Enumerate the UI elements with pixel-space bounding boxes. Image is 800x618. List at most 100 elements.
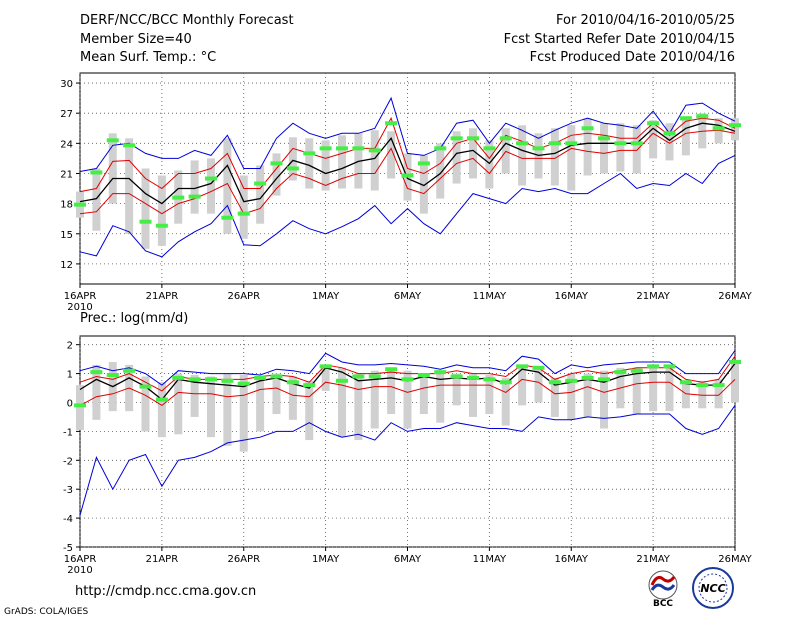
temp-observation-mark [598,136,610,141]
temp-observation-mark [450,136,463,141]
temp-observation-mark [565,141,578,146]
produced-date: Fcst Produced Date 2010/04/16 [530,50,735,65]
prec-spread-bar [288,376,297,420]
grads-credit: GrADS: COLA/IGES [4,607,88,617]
prec-observation-mark [532,365,545,370]
prec-y-tick-label: 2 [67,341,73,352]
temp-observation-mark [319,146,332,151]
prec-observation-mark [483,377,496,382]
prec-spread-bar [600,370,608,429]
prec-spread-bar [387,369,396,415]
prec-x-tick-label: 26APR [227,554,260,565]
temperature-panel-title: Mean Surf. Temp.: °C [80,50,216,65]
prec-spread-bar [239,375,248,452]
prec-observation-mark [565,378,578,383]
prec-spread-bar [632,367,641,415]
temp-observation-mark [712,126,725,131]
prec-observation-mark [548,380,561,385]
prec-spread-bar [731,362,739,403]
prec-observation-mark [630,368,643,373]
temp-observation-mark [499,136,512,141]
prec-y-tick-label: 1 [67,370,73,381]
temp-observation-mark [385,121,398,126]
temp-y-tick-label: 30 [60,79,73,90]
prec-envelope-max-line [79,350,736,386]
temp-y-tick-label: 18 [60,200,73,211]
temp-spread-bar [387,131,396,179]
temp-observation-mark [679,116,692,121]
temp-observation-mark [139,219,152,224]
temp-spread-bar [207,158,215,214]
prec-observation-mark [106,373,119,378]
prec-y-tick-label: 0 [67,398,73,409]
website-url[interactable]: http://cmdp.ncc.cma.gov.cn [75,584,256,599]
temp-spread-bar [681,118,690,156]
prec-spread-bar [207,376,215,438]
temp-x-tick-label: 1MAY [312,291,340,302]
prec-observation-mark [679,380,692,385]
precipitation-panel-title: Prec.: log(mm/d) [80,311,188,326]
prec-observation-mark [368,374,381,379]
prec-spread-bar [649,367,658,412]
prec-observation-mark [303,383,316,388]
prec-x-tick-label: 26MAY [718,554,752,565]
temp-spread-bar [419,155,428,214]
temp-observation-mark [74,202,86,207]
prec-observation-mark [516,364,529,369]
prec-observation-mark [434,370,447,375]
prec-x-year-label: 2010 [67,565,92,576]
prec-spread-bar [419,373,428,415]
prec-spread-bar [141,376,150,432]
temp-x-tick-label: 6MAY [394,291,422,302]
temp-spread-bar [485,140,494,189]
temp-observation-mark [647,121,660,126]
temp-spread-bar [141,168,150,249]
prec-spread-bar [174,373,183,435]
temp-spread-bar [665,123,674,161]
temp-spread-bar [92,168,101,231]
temp-envelope-max-line [79,96,736,172]
temp-x-tick-label: 21MAY [636,291,670,302]
prec-x-tick-label: 11MAY [473,554,507,565]
temp-spread-bar [550,128,559,186]
prec-observation-mark [254,375,267,380]
temp-spread-bar [272,153,281,196]
temp-y-tick-label: 27 [60,109,73,120]
temp-observation-mark [516,141,529,146]
prec-observation-mark [237,381,250,386]
temp-spread-bar [338,135,346,189]
temp-observation-mark [270,161,283,166]
prec-spread-bar [534,367,543,403]
temp-observation-mark [614,141,627,146]
temp-observation-mark [123,143,136,148]
temp-observation-mark [630,141,643,146]
temp-spread-bar [321,140,330,191]
temp-observation-mark [696,114,709,119]
prec-observation-mark [696,383,709,388]
prec-spread-bar [305,380,314,441]
temp-spread-bar [616,123,625,172]
forecast-period: For 2010/04/16-2010/05/25 [556,13,735,28]
prec-spread-bar [354,373,363,441]
prec-spread-bar [485,375,494,415]
refer-date: Fcst Started Refer Date 2010/04/15 [504,32,735,47]
temp-spread-bar [600,123,608,174]
prec-observation-mark [221,378,234,383]
prec-observation-mark [336,378,348,383]
temp-observation-mark [155,223,168,228]
temp-observation-mark [336,146,348,151]
temp-observation-mark [548,141,561,146]
prec-observation-mark [139,384,152,389]
temp-observation-mark [483,146,496,151]
temp-spread-bar [518,125,527,186]
prec-x-tick-label: 21APR [146,554,179,565]
temp-spread-bar [632,125,641,174]
temp-observation-mark [237,211,250,216]
figure-title: DERF/NCC/BCC Monthly Forecast [80,13,294,28]
prec-spread-bar [256,376,265,432]
temp-spread-bar [305,138,314,189]
prec-spread-bar [76,385,84,430]
prec-observation-mark [499,380,512,385]
prec-x-tick-label: 21MAY [636,554,670,565]
temp-x-tick-label: 21APR [146,291,179,302]
